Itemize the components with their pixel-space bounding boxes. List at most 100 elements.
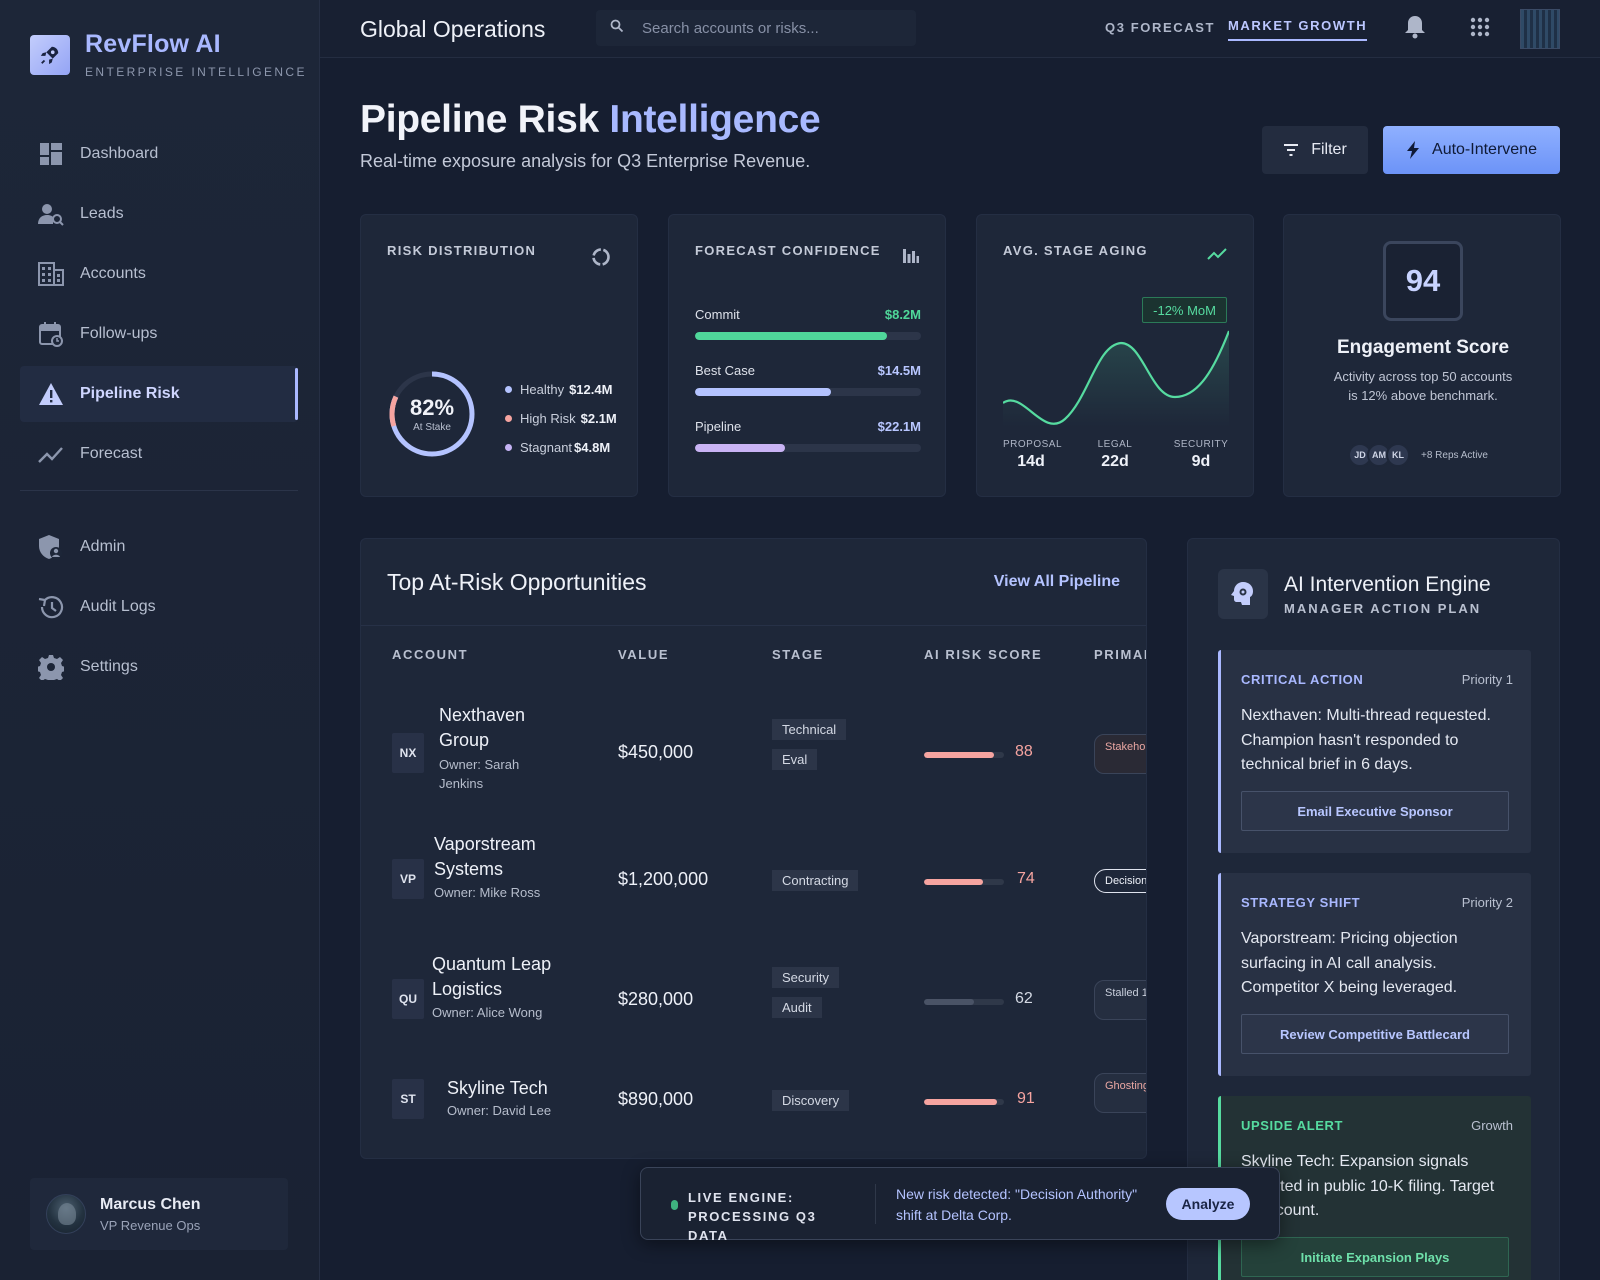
sidebar-item-admin[interactable]: Admin <box>20 519 298 575</box>
action-card-critical: CRITICAL ACTION Priority 1 Nexthaven: Mu… <box>1218 650 1531 853</box>
tab-market-growth[interactable]: MARKET GROWTH <box>1228 18 1368 41</box>
primary-risk-pill[interactable]: Ghosting <box>1094 1073 1146 1113</box>
primary-risk-pill[interactable]: Stalled 15d <box>1094 980 1146 1020</box>
page-title: Pipeline Risk Intelligence <box>360 98 821 142</box>
risk-score: 74 <box>1017 870 1035 887</box>
account-owner: Owner: Mike Ross <box>434 885 541 900</box>
forecast-value: $22.1M <box>877 419 921 434</box>
forecast-confidence-card: FORECAST CONFIDENCE Commit $8.2M Best Cas… <box>668 214 946 497</box>
ring-high-risk-arc <box>389 371 475 457</box>
forecast-value: $8.2M <box>884 307 921 322</box>
search-box[interactable] <box>596 10 916 46</box>
table-row[interactable]: ST Skyline Tech Owner: David Lee $890,00… <box>361 1073 1146 1158</box>
opportunity-value: $1,200,000 <box>618 869 709 889</box>
aging-label: LEGAL <box>1097 439 1133 450</box>
profile-avatar[interactable] <box>1520 9 1560 49</box>
column-header-account[interactable]: ACCOUNT <box>392 647 469 662</box>
filter-label: Filter <box>1311 141 1347 158</box>
account-badge: QU <box>392 979 424 1019</box>
aging-value: 9d <box>1191 453 1211 470</box>
table-row[interactable]: NX Nexthaven Group Owner: Sarah Jenkins $4… <box>361 699 1146 819</box>
account-name[interactable]: Skyline Tech <box>447 1078 548 1098</box>
risk-distribution-card: RISK DISTRIBUTION 82% At Stake Healthy $1… <box>360 214 638 497</box>
filter-icon <box>1284 144 1299 156</box>
page-subtitle: Real-time exposure analysis for Q3 Enter… <box>360 151 811 171</box>
risk-score: 62 <box>1015 990 1033 1007</box>
aging-sparkline <box>1003 330 1229 427</box>
table-row[interactable]: QU Quantum Leap Logistics Owner: Alice Wo… <box>361 954 1146 1059</box>
forecast-bar <box>695 444 921 452</box>
ai-intervention-panel: AI Intervention Engine MANAGER ACTION PL… <box>1187 538 1560 1280</box>
sidebar-item-pipeline-risk[interactable]: Pipeline Risk <box>20 366 298 422</box>
analyze-button[interactable]: Analyze <box>1166 1188 1250 1220</box>
apps-grid-icon[interactable] <box>1465 12 1495 42</box>
bell-icon[interactable] <box>1400 12 1430 42</box>
action-priority: Priority 1 <box>1461 672 1513 687</box>
action-type: STRATEGY SHIFT <box>1241 895 1361 910</box>
risk-legend: Healthy $12.4M High Risk $2.1M Stagnant $4.… <box>505 375 617 462</box>
forecast-label: Commit <box>695 307 740 322</box>
rocket-icon <box>30 34 70 75</box>
account-name[interactable]: Vaporstream Systems <box>434 834 536 879</box>
reps-active-text: +8 Reps Active <box>1421 449 1488 461</box>
stage-tag: Discovery <box>772 1086 850 1116</box>
stage-aging-card: AVG. STAGE AGING -12% MoM PROPOSAL 14d LE… <box>976 214 1254 497</box>
review-battlecard-button[interactable]: Review Competitive Battlecard <box>1241 1014 1509 1054</box>
page-title-main: Pipeline Risk <box>360 98 599 141</box>
status-dot <box>671 1200 678 1210</box>
table-row[interactable]: VP Vaporstream Systems Owner: Mike Ross $… <box>361 834 1146 939</box>
legend-label: High Risk <box>520 411 576 426</box>
column-header-risk-score[interactable]: AI RISK SCORE <box>924 647 1043 662</box>
sidebar-item-leads[interactable]: Leads <box>20 186 298 242</box>
action-body: Skyline Tech: Expansion signals detected… <box>1241 1153 1495 1219</box>
sidebar-item-forecast[interactable]: Forecast <box>20 426 298 482</box>
account-name[interactable]: Nexthaven Group <box>439 705 526 750</box>
forecast-bar-fill <box>695 332 888 340</box>
column-header-stage[interactable]: STAGE <box>772 647 824 662</box>
account-owner: Owner: David Lee <box>447 1103 552 1118</box>
sidebar: RevFlow AI ENTERPRISE INTELLIGENCE Dashb… <box>0 0 320 1280</box>
column-header-primary[interactable]: PRIMARY <box>1094 647 1146 662</box>
card-title: RISK DISTRIBUTION <box>387 243 537 258</box>
legend-dot <box>505 444 512 451</box>
legend-item-healthy: Healthy $12.4M <box>505 375 617 404</box>
stage-tag: Security Audit <box>772 963 839 1023</box>
account-name[interactable]: Quantum Leap Logistics <box>432 954 552 999</box>
primary-risk-pill[interactable]: Decision <box>1094 869 1146 893</box>
ai-panel-subtitle: MANAGER ACTION PLAN <box>1284 601 1482 616</box>
risk-score: 88 <box>1015 743 1033 760</box>
action-card-upside: UPSIDE ALERT Growth Skyline Tech: Expans… <box>1218 1096 1531 1280</box>
aging-value: 14d <box>1017 453 1045 470</box>
active-reps: JD AM KL +8 Reps Active <box>1348 443 1488 467</box>
sidebar-item-follow-ups[interactable]: Follow-ups <box>20 306 298 362</box>
stage-tag: Contracting <box>772 866 859 896</box>
engagement-score-value: 94 <box>1383 241 1463 321</box>
auto-intervene-button[interactable]: Auto-Intervene <box>1383 126 1560 174</box>
sidebar-item-accounts[interactable]: Accounts <box>20 246 298 302</box>
view-all-pipeline-link[interactable]: View All Pipeline <box>993 573 1120 590</box>
gear-icon <box>38 654 64 680</box>
sidebar-item-dashboard[interactable]: Dashboard <box>20 126 298 182</box>
mom-badge: -12% MoM <box>1142 297 1227 323</box>
legend-value: $12.4M <box>569 382 613 397</box>
brand[interactable]: RevFlow AI ENTERPRISE INTELLIGENCE <box>30 30 307 79</box>
aging-value: 22d <box>1101 453 1129 470</box>
column-header-value[interactable]: VALUE <box>618 647 670 662</box>
filter-button[interactable]: Filter <box>1262 126 1368 174</box>
tab-q3-forecast[interactable]: Q3 FORECAST <box>1105 20 1216 35</box>
email-executive-sponsor-button[interactable]: Email Executive Sponsor <box>1241 791 1509 831</box>
primary-risk-pill[interactable]: Stakeholder Gap <box>1094 734 1146 774</box>
accounts-icon <box>38 261 64 287</box>
account-owner: Owner: Sarah Jenkins <box>439 757 520 791</box>
sidebar-item-settings[interactable]: Settings <box>20 639 298 695</box>
risk-bar <box>924 1099 1004 1105</box>
engagement-score-card: 94 Engagement Score Activity across top … <box>1283 214 1561 497</box>
user-card[interactable]: Marcus Chen VP Revenue Ops <box>30 1178 288 1250</box>
at-stake-percent: 82% <box>409 395 455 420</box>
search-input[interactable] <box>642 19 892 37</box>
brand-name: RevFlow AI <box>85 30 221 58</box>
leads-icon <box>38 201 64 227</box>
at-stake-caption: At Stake <box>413 422 451 433</box>
sidebar-item-audit-logs[interactable]: Audit Logs <box>20 579 298 635</box>
initiate-expansion-button[interactable]: Initiate Expansion Plays <box>1241 1237 1509 1277</box>
